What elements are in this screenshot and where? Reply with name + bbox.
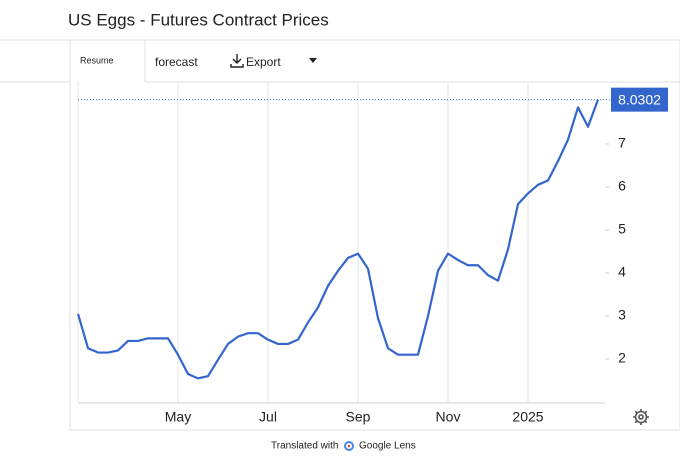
x-tick-label: May xyxy=(165,409,191,425)
chart-frame xyxy=(69,39,680,431)
last-value-box xyxy=(611,87,668,112)
tab[interactable]: Resume xyxy=(80,55,114,65)
y-tick-label: 3 xyxy=(618,307,626,323)
lens-logo xyxy=(344,441,354,451)
footer-brand: Google Lens xyxy=(359,441,416,452)
x-tick-label: 2025 xyxy=(512,409,543,425)
settings-icon[interactable] xyxy=(633,409,649,425)
export-button[interactable]: Export xyxy=(246,55,281,69)
footer-text: Translated with xyxy=(271,441,338,452)
x-tick-label: Nov xyxy=(436,409,461,425)
y-tick-label: 7 xyxy=(618,135,626,151)
y-tick-label: 4 xyxy=(618,264,626,280)
y-tick-label: 2 xyxy=(618,350,626,366)
tab[interactable]: forecast xyxy=(155,55,198,69)
x-tick-label: Sep xyxy=(346,409,371,425)
export-icon[interactable] xyxy=(230,54,244,68)
y-tick-label: 6 xyxy=(618,178,626,194)
plot: May Jul Sep Nov 2025 2 3 4 5 6 7 8.0302 xyxy=(76,81,668,425)
last-value-label: 8.0302 xyxy=(618,91,661,107)
dropdown-arrow[interactable] xyxy=(309,58,317,63)
y-tick-label: 5 xyxy=(618,221,626,237)
page-title: US Eggs - Futures Contract Prices xyxy=(68,10,329,29)
price-line xyxy=(76,99,600,380)
x-tick-label: Jul xyxy=(259,409,277,425)
